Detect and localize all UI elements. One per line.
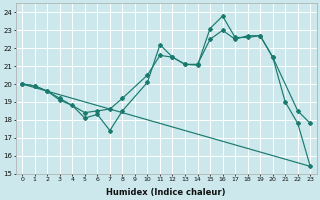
X-axis label: Humidex (Indice chaleur): Humidex (Indice chaleur) [107,188,226,197]
